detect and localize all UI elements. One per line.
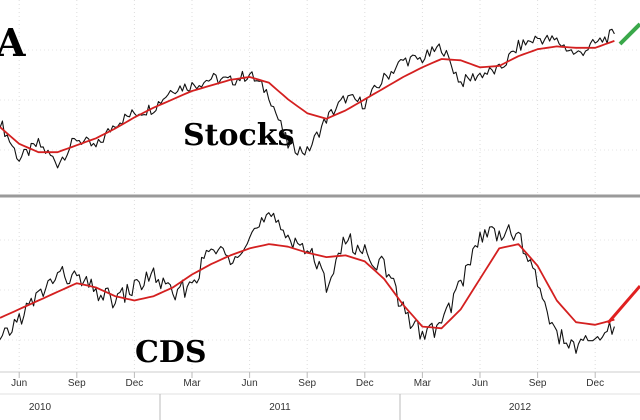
trend-arrows [606, 22, 640, 324]
x-year-label: 2011 [269, 402, 291, 413]
red-arrow [606, 285, 640, 324]
x-tick-label: Mar [183, 378, 201, 389]
stocks-label: Stocks [183, 118, 294, 153]
cds-panel: CDS [135, 335, 207, 370]
x-tick-label: Jun [242, 378, 258, 389]
title-fragment: A [0, 20, 26, 65]
green-arrow [618, 22, 640, 46]
x-tick-label: Sep [68, 378, 86, 389]
month-labels: Jun Sep Dec Mar Jun Sep Dec Mar Jun Sep Dec [11, 378, 604, 389]
stocks-panel: A Stocks [0, 20, 294, 153]
x-tick-label: Mar [414, 378, 432, 389]
x-axis: Jun Sep Dec Mar Jun Sep Dec Mar Jun Sep Dec 2010 20… [0, 371, 640, 420]
x-tick-label: Dec [126, 378, 144, 389]
stocks-moving-average-line [0, 40, 615, 154]
x-tick-label: Jun [11, 378, 27, 389]
x-tick-label: Dec [356, 378, 374, 389]
cds-label: CDS [135, 335, 207, 370]
grid-lines [0, 0, 640, 372]
stocks-price-line [0, 28, 615, 169]
x-year-label: 2012 [509, 402, 532, 413]
x-tick-label: Jun [472, 378, 488, 389]
x-tick-label: Sep [529, 378, 547, 389]
x-tick-label: Dec [586, 378, 604, 389]
series-layer [0, 28, 615, 354]
year-labels: 2010 2011 2012 [29, 402, 532, 413]
cds-moving-average-line [0, 243, 615, 330]
cds-price-line [0, 212, 615, 354]
x-tick-label: Sep [298, 378, 316, 389]
x-year-label: 2010 [29, 402, 52, 413]
